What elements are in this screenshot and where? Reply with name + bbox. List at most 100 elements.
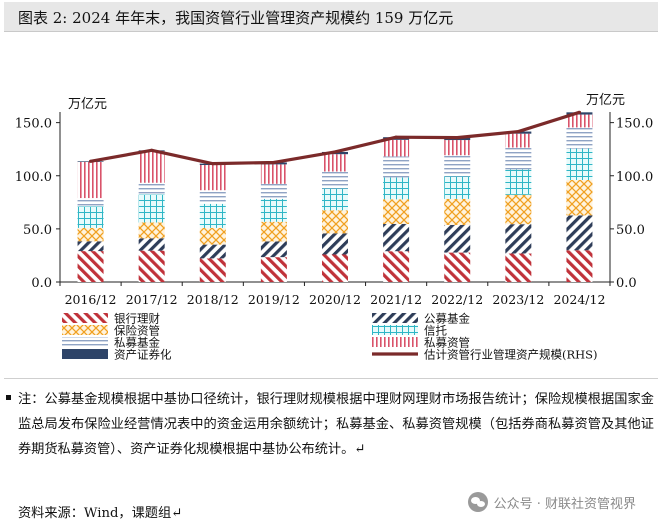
bar-segment-hlines-blue — [566, 127, 593, 149]
bar-segment-hlines-blue — [383, 156, 410, 178]
bar-segment-cross-orange — [77, 227, 104, 242]
legend-swatch-solid-navy — [62, 349, 108, 359]
bar-segment-hlines-blue — [199, 190, 226, 204]
bar-segment-diag-red — [199, 258, 226, 282]
line-point — [516, 129, 520, 134]
bar-segment-diag-red — [77, 251, 104, 282]
line-point — [577, 110, 582, 114]
x-tick-label: 2019/12 — [248, 292, 300, 307]
x-tick-label: 2021/12 — [370, 292, 422, 307]
legend-swatch-grid-cyan — [372, 325, 418, 335]
bar-segment-diag-navy — [444, 224, 471, 253]
bar-segment-diag-navy — [322, 233, 348, 255]
y-tick-label-right: 150.0 — [616, 117, 653, 132]
y-tick-label-right: 100.0 — [616, 170, 653, 185]
bar-segment-vlines-pink — [77, 161, 104, 199]
bar-segment-vlines-pink — [260, 164, 287, 184]
bar-segment-diag-navy — [260, 241, 287, 258]
note-bullet-icon — [6, 395, 11, 400]
bar-segment-cross-orange — [138, 222, 165, 239]
bar-segment-diag-navy — [199, 244, 226, 259]
y-tick-label-left: 100.0 — [15, 170, 52, 185]
y-unit-right: 万亿元 — [586, 93, 625, 108]
bar-segment-hlines-blue — [444, 155, 471, 177]
legend-label: 私募基金 — [114, 336, 160, 350]
bar-segment-hlines-blue — [77, 198, 104, 207]
total-aum-line-layer — [88, 110, 582, 166]
bar-segment-grid-cyan — [77, 206, 104, 228]
bar-segment-grid-cyan — [566, 148, 593, 180]
bar-segment-cross-orange — [322, 210, 348, 234]
bar-segment-diag-red — [566, 250, 593, 282]
legend-label: 估计资管行业管理资产规模(RHS) — [424, 348, 598, 362]
bar-segment-vlines-pink — [138, 151, 165, 183]
figure-title: 图表 2: 2024 年年末，我国资管行业管理资产规模约 159 万亿元 — [18, 9, 454, 27]
bar-segment-grid-cyan — [322, 188, 348, 211]
line-point — [211, 162, 215, 166]
bar-segment-cross-orange — [199, 227, 226, 245]
line-point — [394, 135, 398, 139]
line-point — [333, 150, 337, 154]
bar-segment-grid-cyan — [260, 198, 287, 222]
y-tick-label-right: 50.0 — [616, 223, 645, 238]
bar-segment-grid-cyan — [199, 203, 226, 228]
bar-segment-diag-red — [383, 251, 410, 282]
bar-segment-grid-cyan — [138, 194, 165, 223]
bar-segment-grid-cyan — [444, 176, 471, 199]
bar-segment-diag-navy — [138, 238, 165, 251]
line-point — [88, 159, 93, 163]
y-tick-label-right: 0.0 — [616, 276, 637, 291]
line-point — [272, 160, 276, 165]
legend-label: 私募资管 — [424, 336, 470, 350]
y-tick-label-left: 150.0 — [15, 117, 52, 132]
legend-label: 银行理财 — [114, 312, 160, 326]
bar-segment-hlines-blue — [260, 183, 287, 199]
bar-segment-vlines-pink — [444, 140, 471, 156]
bar-segment-cross-orange — [505, 194, 532, 225]
notes-text: 注：公募基金规模根据中基协口径统计，银行理财规模根据中理财网理财市场报告统计；保… — [18, 392, 654, 457]
legend-swatch-vlines-pink — [372, 337, 418, 347]
bar-segment-vlines-pink — [383, 139, 410, 157]
legend-label: 保险资管 — [114, 324, 160, 338]
wechat-icon — [467, 492, 488, 512]
bar-segment-vlines-pink — [322, 154, 348, 172]
legend-swatch-diag-navy — [372, 313, 418, 323]
x-tick-label: 2020/12 — [309, 292, 361, 307]
bar-segment-diag-red — [505, 253, 532, 282]
bar-segment-hlines-blue — [138, 182, 165, 195]
bar-segment-diag-navy — [383, 223, 410, 252]
watermark-text: 公众号 · 财联社资管视界 — [493, 496, 636, 512]
bar-segment-cross-orange — [383, 199, 410, 224]
line-point — [455, 136, 459, 140]
y-unit-left: 万亿元 — [68, 97, 107, 112]
y-tick-label-left: 0.0 — [31, 276, 52, 291]
bar-segment-cross-orange — [566, 180, 593, 216]
y-ticks-right: 0.0 50.0 100.0 150.0 — [610, 117, 653, 291]
bar-segment-grid-cyan — [505, 169, 532, 195]
x-tick-label: 2022/12 — [431, 292, 483, 307]
bar-segment-diag-navy — [77, 241, 104, 252]
bar-segment-vlines-pink — [566, 114, 593, 128]
x-tick-label: 2017/12 — [126, 292, 178, 307]
bar-segment-diag-navy — [566, 215, 593, 251]
source-text: 资料来源：Wind，课题组↵ — [18, 506, 183, 521]
y-tick-label-left: 50.0 — [23, 223, 52, 238]
x-tick-label: 2023/12 — [492, 292, 544, 307]
bar-segment-hlines-blue — [322, 171, 348, 189]
x-tick-label: 2016/12 — [65, 292, 117, 307]
y-ticks-left: 0.0 50.0 100.0 150.0 — [15, 117, 60, 291]
legend-swatch-diag-red — [62, 313, 108, 323]
bar-segment-cross-orange — [444, 198, 471, 225]
bar-segment-hlines-blue — [505, 147, 532, 170]
legend-swatch-hlines-blue — [62, 337, 108, 347]
stacked-bars — [77, 112, 593, 282]
watermark: 公众号 · 财联社资管视界 — [467, 492, 636, 512]
bar-segment-diag-red — [138, 250, 165, 282]
x-tick-label: 2024/12 — [553, 292, 605, 307]
legend-label: 资产证券化 — [114, 348, 172, 362]
bar-segment-diag-red — [260, 257, 287, 282]
line-point — [150, 148, 154, 152]
bar-segment-diag-red — [322, 254, 348, 282]
x-tick-label: 2018/12 — [187, 292, 239, 307]
